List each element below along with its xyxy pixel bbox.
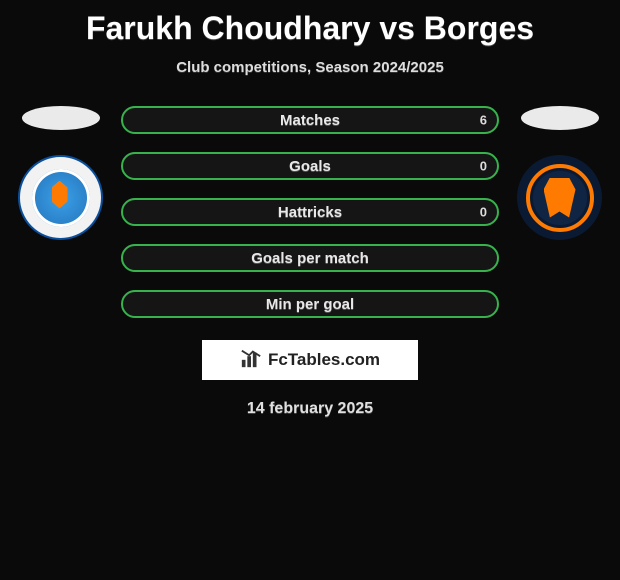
page-title: Farukh Choudhary vs Borges	[0, 0, 620, 47]
date-label: 14 february 2025	[0, 400, 620, 418]
page-subtitle: Club competitions, Season 2024/2025	[0, 59, 620, 76]
stat-label: Matches	[280, 112, 340, 129]
brand-text: FcTables.com	[268, 350, 380, 370]
jamshedpur-fc-logo	[18, 155, 103, 240]
stat-label: Goals	[289, 158, 331, 175]
player-photo-placeholder	[22, 106, 100, 130]
bar-chart-icon	[240, 347, 262, 374]
stat-label: Hattricks	[278, 204, 342, 221]
left-player-column	[18, 106, 103, 240]
player-photo-placeholder	[521, 106, 599, 130]
stat-label: Goals per match	[251, 250, 369, 267]
stat-right-value: 0	[480, 205, 487, 220]
comparison-panel: Matches 6 Goals 0 Hattricks 0 Goals per …	[0, 106, 620, 318]
stat-right-value: 6	[480, 113, 487, 128]
stat-row-goals: Goals 0	[121, 152, 499, 180]
stat-row-goals-per-match: Goals per match	[121, 244, 499, 272]
stats-list: Matches 6 Goals 0 Hattricks 0 Goals per …	[103, 106, 517, 318]
right-player-column	[517, 106, 602, 240]
stat-row-min-per-goal: Min per goal	[121, 290, 499, 318]
stat-label: Min per goal	[266, 296, 354, 313]
brand-watermark: FcTables.com	[202, 340, 418, 380]
stat-row-matches: Matches 6	[121, 106, 499, 134]
stat-right-value: 0	[480, 159, 487, 174]
stat-row-hattricks: Hattricks 0	[121, 198, 499, 226]
fc-goa-logo	[517, 155, 602, 240]
